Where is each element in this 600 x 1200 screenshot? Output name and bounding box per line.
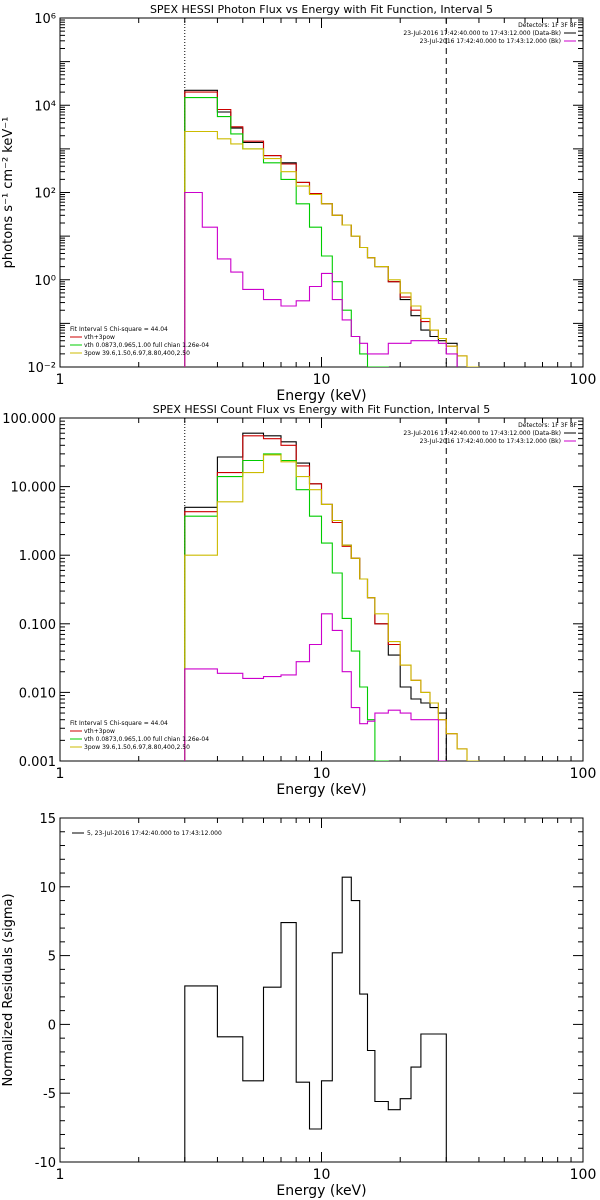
legend-bottom-entry: vth+3pow xyxy=(84,334,115,341)
chart-title: SPEX HESSI Photon Flux vs Energy with Fi… xyxy=(150,3,493,16)
y-tick-label: 100.000 xyxy=(2,412,56,427)
y-tick-label: 10⁶ xyxy=(34,12,56,27)
x-tick-label: 1 xyxy=(56,372,65,388)
y-tick-label: 5 xyxy=(48,950,56,965)
legend-bottom-header: Fit Interval 5 Chi-square = 44.04 xyxy=(70,326,168,333)
series-line-2 xyxy=(184,97,389,367)
series-line-0 xyxy=(184,432,447,761)
y-tick-label: 0.010 xyxy=(19,686,56,701)
y-axis-label: photons s⁻¹ cm⁻² keV⁻¹ xyxy=(1,117,16,269)
x-tick-label: 100 xyxy=(570,1167,597,1183)
y-tick-label: 10² xyxy=(34,187,56,202)
series-line-4 xyxy=(184,613,447,761)
legend-top-entry: 23-Jul-2016 17:42:40.000 to 17:43:12.000… xyxy=(403,30,561,37)
x-tick-label: 10 xyxy=(313,372,331,388)
x-tick-label: 10 xyxy=(313,766,331,782)
y-tick-label: 0 xyxy=(48,1018,56,1033)
series-line-0 xyxy=(184,876,447,1162)
plot-frame xyxy=(59,417,584,762)
legend-entry: 5, 23-Jul-2016 17:42:40.000 to 17:43:12.… xyxy=(87,830,222,837)
series-line-3 xyxy=(184,454,480,761)
y-tick-label: 0.100 xyxy=(19,618,56,633)
legend-top-entry: 23-Jul-2016 17:42:40.000 to 17:43:12.000… xyxy=(420,438,561,445)
y-tick-label: 1.000 xyxy=(19,549,56,564)
legend-top-header: Detectors: 1F 3F 8F xyxy=(518,422,577,429)
x-tick-label: 100 xyxy=(570,372,597,388)
legend-top-entry: 23-Jul-2016 17:42:40.000 to 17:43:12.000… xyxy=(403,430,561,437)
series-line-4 xyxy=(184,191,458,367)
y-tick-label: 0.001 xyxy=(19,755,56,770)
series-line-2 xyxy=(184,453,389,761)
y-tick-label: -10 xyxy=(35,1156,56,1171)
chart-title: SPEX HESSI Count Flux vs Energy with Fit… xyxy=(153,403,490,416)
x-axis-label: Energy (keV) xyxy=(276,1183,366,1199)
x-axis-label: Energy (keV) xyxy=(276,782,366,798)
legend-bottom-entry: vth+3pow xyxy=(84,728,115,735)
y-tick-label: 15 xyxy=(39,812,56,827)
legend-bottom-entry: vth 0.0873,0.965,1.00 full chian 1.26e-0… xyxy=(84,736,209,743)
legend-top-header: Detectors: 1F 3F 8F xyxy=(518,22,577,29)
x-tick-label: 10 xyxy=(313,1167,331,1183)
y-tick-label: 10⁰ xyxy=(34,274,56,289)
plot-frame xyxy=(59,17,584,368)
y-tick-label: 10.000 xyxy=(11,481,57,496)
y-tick-label: 10⁴ xyxy=(34,99,56,114)
legend-bottom-entry: 3pow 39.6,1.50,6.97,8.80,400,2.50 xyxy=(84,744,190,751)
series-line-1 xyxy=(184,435,468,761)
y-tick-label: 10 xyxy=(39,881,56,896)
y-tick-label: 10⁻² xyxy=(27,361,56,376)
photon-flux-panel: SPEX HESSI Photon Flux vs Energy with Fi… xyxy=(1,3,596,404)
legend-bottom-entry: vth 0.0873,0.965,1.00 full chian 1.26e-0… xyxy=(84,342,209,349)
legend-bottom-entry: 3pow 39.6,1.50,6.97,8.80,400,2.50 xyxy=(84,350,190,357)
legend-top-entry: 23-Jul-2016 17:42:40.000 to 17:43:12.000… xyxy=(420,38,561,45)
y-tick-label: -5 xyxy=(43,1087,56,1102)
series-line-3 xyxy=(184,130,480,367)
x-tick-label: 1 xyxy=(56,1167,65,1183)
x-tick-label: 1 xyxy=(56,766,65,782)
x-tick-label: 100 xyxy=(570,766,597,782)
legend-bottom-header: Fit Interval 5 Chi-square = 44.04 xyxy=(70,720,168,727)
x-axis-label: Energy (keV) xyxy=(276,388,366,404)
y-axis-label: Normalized Residuals (sigma) xyxy=(1,893,16,1086)
count-flux-panel: SPEX HESSI Count Flux vs Energy with Fit… xyxy=(2,403,596,798)
residuals-panel: 1 10 100 Energy (keV) -10 -5 0 5 10 15 Normalized … xyxy=(1,812,596,1199)
